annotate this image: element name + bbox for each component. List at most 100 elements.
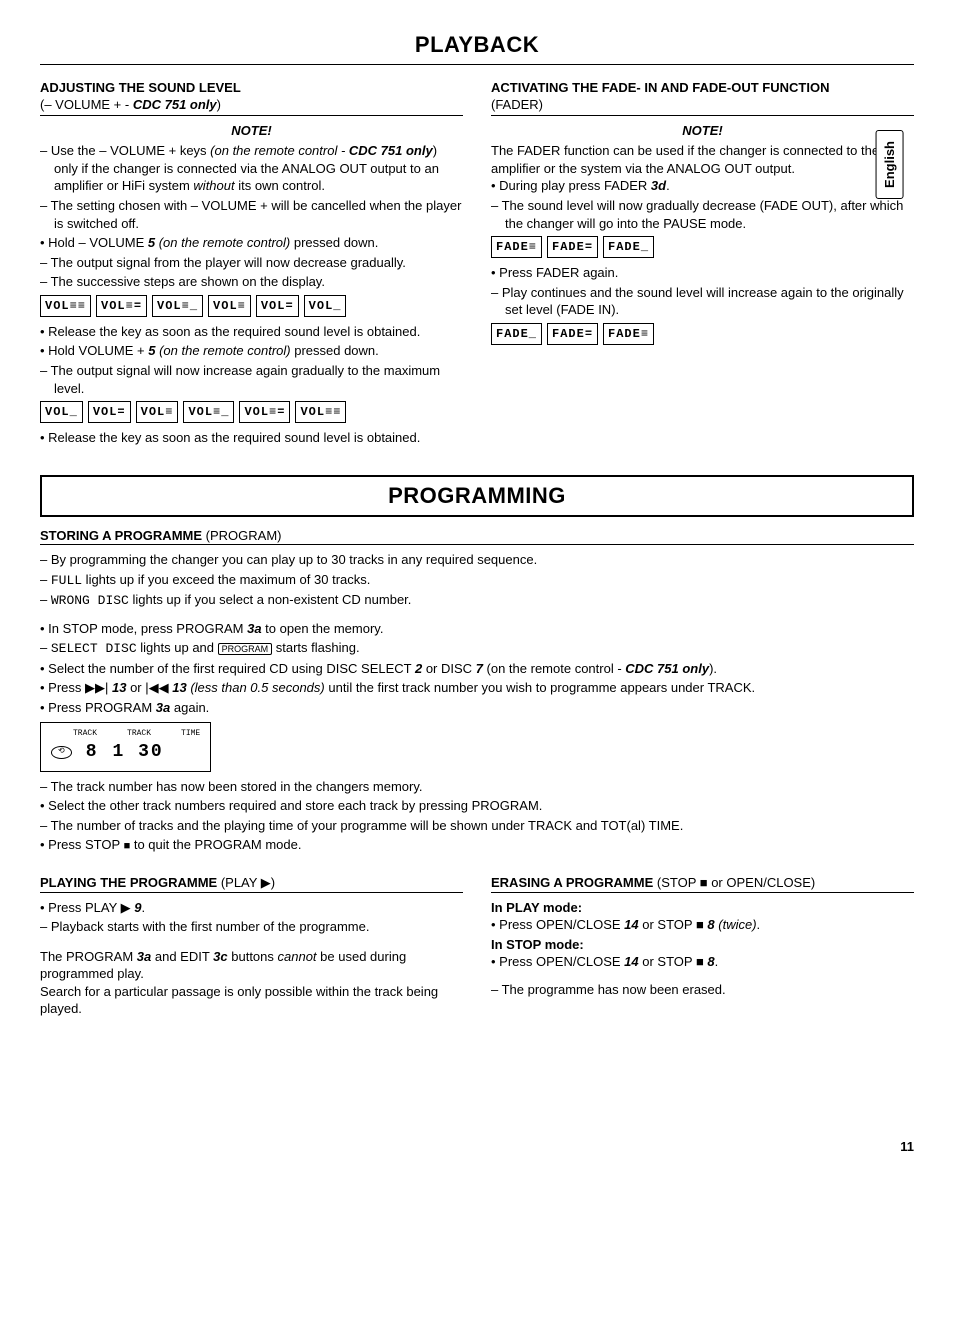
seg-text: SELECT DISC — [51, 641, 137, 656]
t: The PROGRAM — [40, 949, 137, 964]
storing-l7: Press ▶▶| 13 or |◀◀ 13 (less than 0.5 se… — [40, 679, 914, 697]
t: starts flashing. — [272, 640, 359, 655]
t: (twice) — [715, 917, 757, 932]
playback-columns: ADJUSTING THE SOUND LEVEL (– VOLUME + - … — [40, 79, 914, 449]
erasing-l1: Press OPEN/CLOSE 14 or STOP ■ 8 (twice). — [491, 916, 914, 934]
t: 8 — [707, 917, 714, 932]
lcd: VOL≡_ — [152, 295, 203, 317]
right-heading: ACTIVATING THE FADE- IN AND FADE-OUT FUN… — [491, 79, 914, 97]
lcd-labels: TRACK TRACK TIME — [73, 729, 200, 740]
t: 14 — [624, 917, 638, 932]
right-list-3: Press FADER again. — [491, 264, 914, 282]
right-subheading: (FADER) — [491, 96, 914, 114]
lcd-digit-2: 1 30 — [113, 740, 164, 764]
storing-heading: STORING A PROGRAMME — [40, 528, 202, 543]
storing-list-2: In STOP mode, press PROGRAM 3a to open t… — [40, 620, 914, 638]
storing-l5: SELECT DISC lights up and PROGRAM starts… — [40, 639, 914, 658]
storing-l11: The number of tracks and the playing tim… — [40, 817, 914, 835]
lcd: VOL= — [88, 401, 131, 423]
storing-l4: In STOP mode, press PROGRAM 3a to open t… — [40, 620, 914, 638]
left-list-6: Release the key as soon as the required … — [40, 429, 463, 447]
t: buttons — [228, 949, 278, 964]
t: (on the remote control) — [155, 343, 290, 358]
left-p6: Release the key as soon as the required … — [40, 323, 463, 341]
lcd: VOL≡= — [239, 401, 290, 423]
t: until the first track number you wish to… — [325, 680, 755, 695]
left-note: NOTE! — [40, 122, 463, 140]
seg-text: WRONG DISC — [51, 593, 129, 608]
lcd: FADE_ — [491, 323, 542, 345]
left-lcd-row-1: VOL≡≡ VOL≡= VOL≡_ VOL≡ VOL= VOL_ — [40, 295, 463, 317]
t: . — [757, 917, 761, 932]
left-p9: Release the key as soon as the required … — [40, 429, 463, 447]
t: (on the remote control) — [155, 235, 290, 250]
t: pressed down. — [290, 235, 378, 250]
erasing-heading-line: ERASING A PROGRAMME (STOP ■ or OPEN/CLOS… — [491, 874, 914, 893]
t: or |◀◀ — [126, 680, 172, 695]
right-lcd-row-2: FADE_ FADE= FADE≡ — [491, 323, 914, 345]
storing-heading-line: STORING A PROGRAMME (PROGRAM) — [40, 527, 914, 546]
storing-l1: By programming the changer you can play … — [40, 551, 914, 569]
lcd: VOL≡_ — [183, 401, 234, 423]
t: or STOP ■ — [639, 917, 708, 932]
playing-p1: The PROGRAM 3a and EDIT 3c buttons canno… — [40, 948, 463, 983]
t: Press OPEN/CLOSE — [499, 954, 624, 969]
left-list-2: Hold – VOLUME 5 (on the remote control) … — [40, 234, 463, 252]
storing-list-4: Select the number of the first required … — [40, 660, 914, 717]
right-column: ACTIVATING THE FADE- IN AND FADE-OUT FUN… — [491, 79, 914, 449]
storing-block: STORING A PROGRAMME (PROGRAM) By program… — [40, 527, 914, 855]
left-column: ADJUSTING THE SOUND LEVEL (– VOLUME + - … — [40, 79, 463, 449]
t: 3a — [247, 621, 261, 636]
left-heading-block: ADJUSTING THE SOUND LEVEL (– VOLUME + - … — [40, 79, 463, 116]
left-subheading: (– VOLUME + - CDC 751 only) — [40, 96, 463, 114]
lcd-label-time: TIME — [181, 729, 200, 740]
left-list-3: The output signal from the player will n… — [40, 254, 463, 291]
lcd: FADE≡ — [603, 323, 654, 345]
storing-list-3: SELECT DISC lights up and PROGRAM starts… — [40, 639, 914, 658]
t: Press STOP — [48, 837, 123, 852]
t: cannot — [278, 949, 317, 964]
t: . — [715, 954, 719, 969]
t: 3a — [156, 700, 170, 715]
title-divider — [40, 64, 914, 65]
lcd: VOL= — [256, 295, 299, 317]
lcd-digit-1: 8 — [86, 740, 99, 764]
t: 3a — [137, 949, 151, 964]
t: to open the memory. — [262, 621, 384, 636]
lcd-repeat-icon: ⟲ — [51, 746, 72, 759]
storing-list-6: Select the other track numbers required … — [40, 797, 914, 815]
t: . — [666, 178, 670, 193]
storing-list-7: The number of tracks and the playing tim… — [40, 817, 914, 835]
t: ). — [709, 661, 717, 676]
left-heading: ADJUSTING THE SOUND LEVEL — [40, 79, 463, 97]
playing-list-1: Press PLAY ▶ 9. — [40, 899, 463, 917]
t: CDC 751 only — [625, 661, 709, 676]
t: its own control. — [235, 178, 325, 193]
right-list-1: During play press FADER 3d. — [491, 177, 914, 195]
erasing-column: ERASING A PROGRAMME (STOP ■ or OPEN/CLOS… — [491, 874, 914, 1018]
t: 7 — [476, 661, 483, 676]
playing-list-2: Playback starts with the first number of… — [40, 918, 463, 936]
left-sub-post: ) — [217, 97, 221, 112]
t: Select the number of the first required … — [48, 661, 415, 676]
right-list-2: The sound level will now gradually decre… — [491, 197, 914, 232]
bottom-columns: PLAYING THE PROGRAMME (PLAY ▶) Press PLA… — [40, 874, 914, 1018]
erasing-h2: In STOP mode: — [491, 936, 914, 954]
t: In STOP mode, press PROGRAM — [48, 621, 247, 636]
right-p3: The sound level will now gradually decre… — [491, 197, 914, 232]
t: 8 — [707, 954, 714, 969]
playing-p2: Search for a particular passage is only … — [40, 983, 463, 1018]
lcd: VOL≡≡ — [40, 295, 91, 317]
erasing-l3: The programme has now been erased. — [491, 981, 914, 999]
program-badge: PROGRAM — [218, 643, 273, 655]
t: Press PROGRAM — [48, 700, 156, 715]
lcd: VOL_ — [304, 295, 347, 317]
program-lcd-display: TRACK TRACK TIME ⟲ 8 1 30 — [40, 722, 211, 771]
erasing-heading: ERASING A PROGRAMME — [491, 875, 653, 890]
right-p1: The FADER function can be used if the ch… — [491, 142, 914, 177]
erasing-sub: (STOP ■ or OPEN/CLOSE) — [653, 875, 815, 890]
storing-list-5: The track number has now been stored in … — [40, 778, 914, 796]
lcd: FADE= — [547, 236, 598, 258]
t: During play press FADER — [499, 178, 651, 193]
t: without — [193, 178, 234, 193]
